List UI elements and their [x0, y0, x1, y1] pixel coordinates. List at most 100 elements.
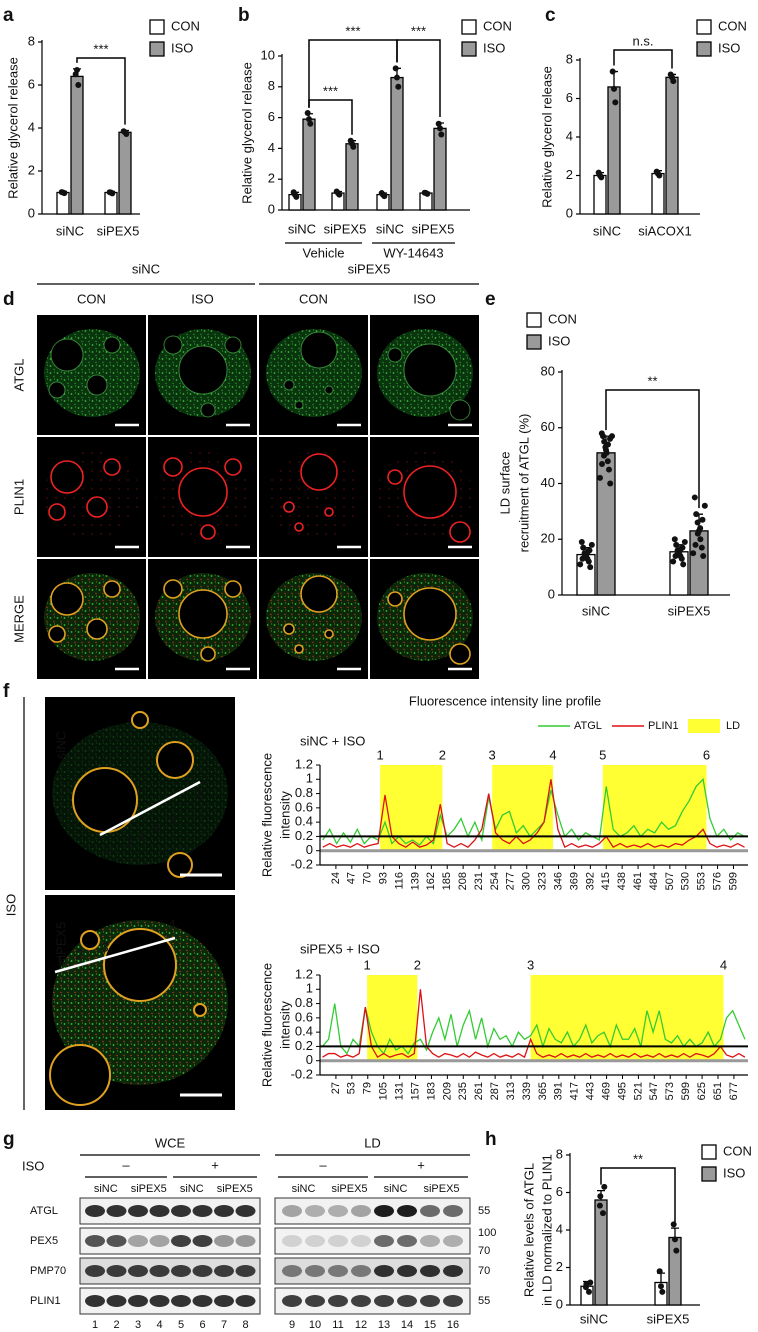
data-point [700, 552, 707, 559]
data-point [394, 74, 400, 81]
lipid-droplet [48, 503, 66, 521]
data-point [656, 1268, 663, 1275]
data-point [674, 547, 681, 554]
legend-label: CON [723, 1143, 752, 1158]
lipid-droplet [193, 1003, 207, 1017]
x-tick-label: siNC [288, 221, 316, 236]
profile-point-label: 1 [102, 841, 109, 856]
y-tick-label: 0 [556, 1296, 563, 1311]
protein-label: PLIN1 [30, 1295, 61, 1307]
bar [70, 75, 84, 215]
lane-number: 13 [378, 1319, 390, 1331]
x-tick-label: 183 [425, 1082, 437, 1100]
legend-label: LD [726, 720, 740, 732]
lane-number: 8 [242, 1319, 248, 1331]
x-tick-label: 415 [600, 872, 612, 890]
band [128, 1295, 148, 1307]
x-tick-label: 105 [378, 1082, 390, 1100]
x-tick-label: 235 [457, 1082, 469, 1100]
legend-label: ISO [548, 333, 570, 348]
bar [607, 86, 621, 215]
significance-bracket [396, 39, 441, 117]
data-point [671, 536, 678, 543]
data-point [680, 561, 687, 568]
data-point [378, 190, 385, 197]
significance-label: *** [345, 23, 360, 38]
x-tick-label: 392 [584, 872, 596, 890]
x-tick-label: 323 [537, 872, 549, 890]
data-point [609, 433, 615, 440]
x-tick-label: siNC [580, 1311, 608, 1326]
x-tick-label: 507 [664, 872, 676, 890]
lipid-droplet [294, 522, 304, 532]
data-point [581, 550, 588, 557]
lane-label: siPEX5 [217, 1183, 253, 1195]
y-tick-label: 2 [268, 171, 275, 186]
blot [274, 1227, 471, 1255]
lipid-droplet [178, 589, 228, 639]
lipid-droplet [72, 767, 138, 833]
lipid-droplet [156, 741, 194, 779]
data-point [691, 494, 698, 501]
band [443, 1265, 463, 1277]
mw-marker: 55 [478, 1205, 490, 1217]
x-tick-label: 24 [330, 872, 342, 884]
region-label: 2 [439, 747, 446, 762]
band [214, 1205, 234, 1217]
band [305, 1295, 325, 1307]
bar [594, 1199, 608, 1306]
cell [266, 573, 362, 661]
data-point [599, 1210, 606, 1217]
y-tick-label: 0.2 [295, 828, 313, 843]
data-point [421, 189, 428, 196]
band [328, 1295, 348, 1307]
x-tick-label: 139 [409, 872, 421, 890]
lipid-droplet [86, 618, 108, 640]
blot [274, 1287, 471, 1315]
y-tick-label: 6 [268, 109, 275, 124]
band [397, 1265, 417, 1277]
significance-label: n.s. [633, 33, 654, 48]
x-tick-label: 573 [664, 1082, 676, 1100]
band [282, 1235, 302, 1247]
lipid-droplet [200, 646, 216, 662]
lipid-droplet [300, 575, 338, 613]
profile-point-label: 1 [56, 953, 63, 968]
data-point [694, 519, 701, 526]
legend-swatch [696, 41, 712, 57]
data-point [585, 1288, 592, 1295]
band [192, 1295, 213, 1307]
significance-label: *** [93, 41, 108, 56]
y-axis-label: Relative fluorescence [259, 753, 274, 877]
band [374, 1295, 394, 1307]
lipid-droplet [224, 458, 242, 476]
region-label: 4 [549, 747, 556, 762]
band [106, 1235, 127, 1247]
band [443, 1235, 463, 1247]
band [397, 1205, 417, 1217]
data-point [580, 544, 587, 551]
row-label: PLIN1 [11, 479, 26, 515]
profile-point-label: 2 [125, 833, 132, 848]
legend-label: CON [718, 18, 747, 33]
band [328, 1235, 348, 1247]
data-point [670, 558, 677, 565]
profile-point-label: 6 [196, 788, 203, 803]
data-point [601, 1183, 608, 1190]
band [328, 1265, 348, 1277]
lipid-droplet [283, 379, 295, 391]
data-point [598, 430, 605, 437]
ld-region [602, 765, 707, 851]
band [192, 1265, 213, 1277]
significance-bracket [605, 389, 700, 509]
lipid-droplet [86, 374, 108, 396]
lipid-droplet [103, 458, 121, 476]
data-point [673, 541, 680, 548]
data-point [601, 438, 608, 445]
bar [302, 118, 316, 211]
data-point [106, 189, 113, 196]
lipid-droplet [387, 347, 403, 363]
lipid-droplet [163, 579, 183, 599]
